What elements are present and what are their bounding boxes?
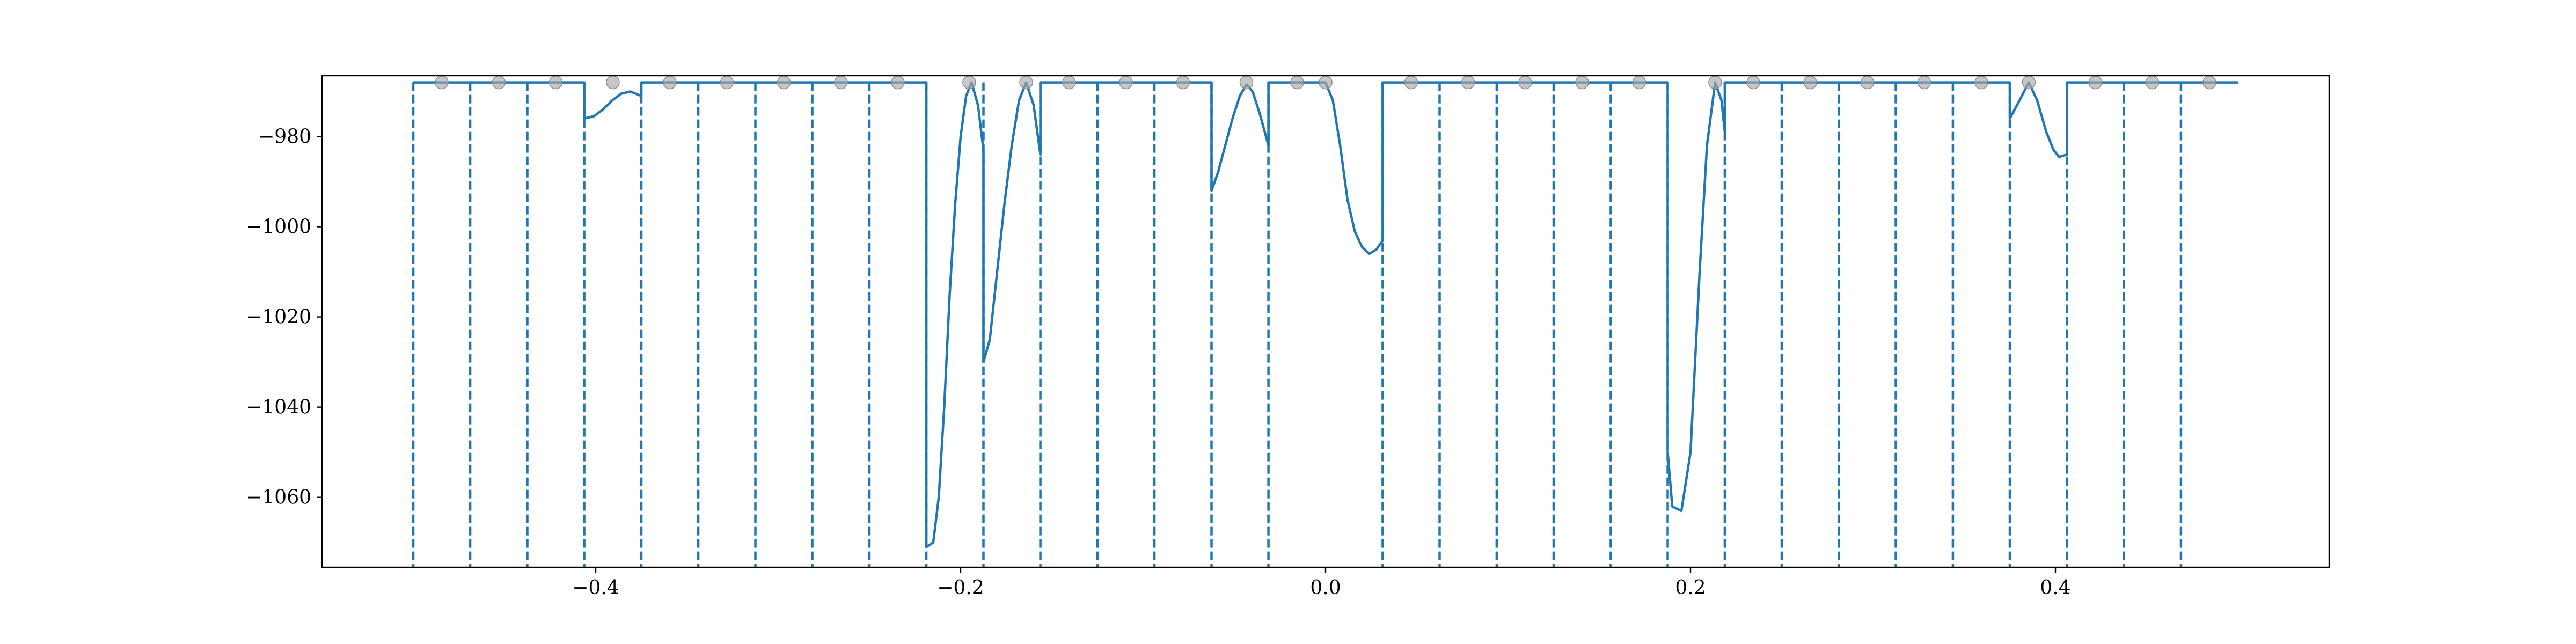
marker-point-10 [1019, 75, 1033, 90]
marker-point-9 [962, 75, 976, 90]
x-tick-label-4: 0.4 [2040, 577, 2070, 599]
x-axis: −0.4 −0.2 0.0 0.2 0.4 [572, 567, 2071, 599]
boundary-lines [412, 82, 2183, 567]
marker-point-22 [1708, 75, 1722, 90]
y-tick-label-0: −980 [258, 126, 311, 148]
marker-point-5 [720, 75, 734, 90]
marker-point-8 [891, 75, 905, 90]
marker-layer [435, 75, 2216, 90]
y-axis: −980 −1000 −1020 −1040 −1060 [246, 126, 322, 509]
series-line-0 [413, 81, 2238, 548]
marker-point-26 [1917, 75, 1931, 90]
marker-point-31 [2202, 75, 2216, 90]
x-tick-label-3: 0.2 [1675, 577, 1706, 599]
marker-point-11 [1062, 75, 1076, 90]
y-tick-label-2: −1020 [246, 306, 311, 328]
marker-point-24 [1803, 75, 1817, 90]
marker-point-23 [1746, 75, 1760, 90]
marker-point-1 [492, 75, 506, 90]
marker-point-4 [663, 75, 677, 90]
marker-point-30 [2145, 75, 2160, 90]
x-tick-label-1: −0.2 [937, 577, 984, 599]
marker-point-21 [1632, 75, 1646, 90]
y-tick-label-1: −1000 [246, 216, 311, 238]
marker-point-15 [1290, 75, 1304, 90]
marker-point-18 [1461, 75, 1475, 90]
series-layer [413, 81, 2238, 548]
plot-frame [321, 75, 2330, 568]
marker-point-28 [2022, 75, 2036, 90]
marker-point-0 [435, 75, 449, 90]
marker-point-7 [834, 75, 848, 90]
marker-point-12 [1119, 75, 1133, 90]
x-tick-label-0: −0.4 [572, 577, 619, 599]
y-tick-label-3: −1040 [246, 397, 311, 419]
marker-point-29 [2088, 75, 2103, 90]
x-tick-label-2: 0.0 [1310, 577, 1341, 599]
marker-point-3 [606, 75, 620, 90]
y-tick-label-4: −1060 [246, 487, 311, 509]
marker-point-14 [1239, 75, 1254, 90]
marker-point-25 [1860, 75, 1875, 90]
marker-point-19 [1518, 75, 1532, 90]
marker-point-27 [1974, 75, 1988, 90]
marker-point-16 [1319, 75, 1333, 90]
marker-point-2 [548, 75, 563, 90]
marker-point-17 [1404, 75, 1418, 90]
marker-point-20 [1575, 75, 1589, 90]
marker-point-6 [777, 75, 791, 90]
marker-point-13 [1176, 75, 1190, 90]
